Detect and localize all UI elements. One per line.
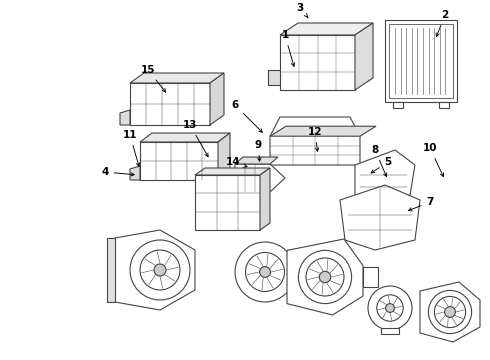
Circle shape: [245, 252, 285, 292]
Text: 13: 13: [183, 120, 208, 157]
Text: 6: 6: [231, 100, 262, 132]
Polygon shape: [210, 73, 224, 125]
Text: 11: 11: [123, 130, 140, 166]
Polygon shape: [340, 185, 420, 250]
Polygon shape: [195, 175, 260, 230]
Text: 3: 3: [296, 3, 308, 18]
Polygon shape: [268, 70, 280, 85]
Bar: [389, 24, 453, 98]
Bar: [439, 102, 449, 108]
Circle shape: [368, 286, 412, 330]
Polygon shape: [218, 133, 230, 180]
Polygon shape: [130, 83, 210, 125]
Text: 5: 5: [371, 157, 392, 173]
Circle shape: [386, 303, 394, 312]
Text: 14: 14: [226, 157, 247, 167]
Polygon shape: [130, 73, 224, 83]
Circle shape: [444, 307, 455, 318]
Bar: [381, 328, 399, 334]
Polygon shape: [355, 23, 373, 90]
Polygon shape: [120, 110, 130, 125]
Bar: [393, 102, 403, 108]
Polygon shape: [270, 117, 360, 165]
Polygon shape: [140, 133, 230, 142]
Bar: [107, 238, 115, 302]
Text: 12: 12: [308, 127, 322, 151]
Text: 7: 7: [409, 197, 434, 211]
Circle shape: [377, 295, 403, 321]
Polygon shape: [235, 157, 278, 164]
Text: 10: 10: [423, 143, 443, 176]
Circle shape: [306, 258, 344, 296]
Polygon shape: [420, 282, 480, 342]
Circle shape: [235, 242, 295, 302]
Circle shape: [319, 271, 331, 283]
Polygon shape: [195, 168, 270, 175]
Circle shape: [260, 267, 270, 278]
Bar: [363, 267, 378, 287]
Text: 8: 8: [371, 145, 387, 176]
Polygon shape: [270, 126, 376, 136]
Circle shape: [435, 296, 465, 328]
Polygon shape: [280, 23, 373, 35]
Text: 1: 1: [281, 30, 294, 66]
Polygon shape: [115, 230, 195, 310]
Text: 15: 15: [141, 65, 166, 92]
Polygon shape: [287, 239, 363, 315]
Circle shape: [130, 240, 190, 300]
Polygon shape: [130, 166, 140, 180]
Circle shape: [154, 264, 166, 276]
Text: 4: 4: [101, 167, 134, 177]
Text: 2: 2: [436, 10, 449, 36]
Bar: [385, 20, 457, 102]
Circle shape: [298, 251, 352, 303]
Circle shape: [428, 291, 471, 334]
Text: 9: 9: [254, 140, 262, 161]
Polygon shape: [140, 142, 218, 180]
Polygon shape: [235, 164, 285, 192]
Polygon shape: [280, 35, 355, 90]
Circle shape: [140, 250, 180, 290]
Polygon shape: [355, 150, 415, 205]
Polygon shape: [260, 168, 270, 230]
